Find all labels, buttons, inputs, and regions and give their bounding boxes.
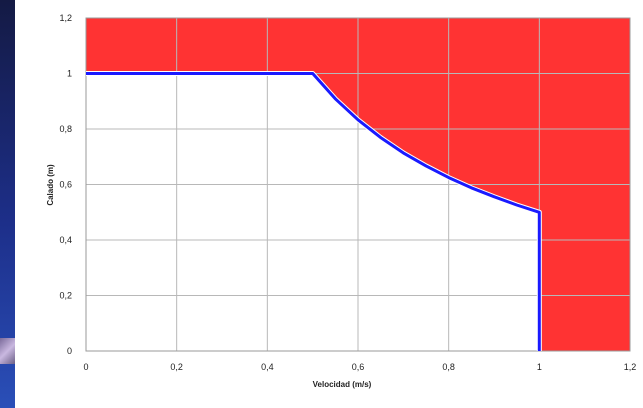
y-tick-label: 0,4 <box>59 235 72 245</box>
y-axis-ticks: 0 0,2 0,4 0,6 0,8 1 1,2 <box>59 13 72 356</box>
x-tick-label: 0,6 <box>352 362 365 372</box>
y-tick-label: 0,2 <box>59 291 72 301</box>
safe-zone-layer <box>86 73 540 351</box>
velocity-depth-chart: 0 0,2 0,4 0,6 0,8 1 1,2 0 0,2 0,4 0,6 0,8 1 1,2 Velo… <box>46 13 636 389</box>
chart-panel: 0 0,2 0,4 0,6 0,8 1 1,2 0 0,2 0,4 0,6 0,8 1 1,2 Velo… <box>15 0 643 408</box>
x-tick-label: 0 <box>83 362 88 372</box>
boundary-line <box>86 72 541 351</box>
x-tick-label: 0,8 <box>442 362 455 372</box>
y-tick-label: 1,2 <box>59 13 72 23</box>
x-tick-label: 1,2 <box>624 362 637 372</box>
y-tick-label: 1 <box>67 69 72 79</box>
y-tick-label: 0,8 <box>59 124 72 134</box>
y-tick-label: 0,6 <box>59 180 72 190</box>
plot-frame <box>85 17 631 352</box>
slide-left-border <box>0 0 15 408</box>
x-tick-label: 0,4 <box>261 362 274 372</box>
x-axis-ticks: 0 0,2 0,4 0,6 0,8 1 1,2 <box>83 362 636 372</box>
boundary-line-layer <box>86 71 542 351</box>
slide-thumbnail-image <box>0 338 15 364</box>
x-tick-label: 1 <box>537 362 542 372</box>
x-axis-title: Velocidad (m/s) <box>313 380 372 389</box>
safe-zone-area <box>86 73 540 351</box>
y-axis-title: Calado (m) <box>46 164 55 206</box>
x-tick-label: 0,2 <box>170 362 183 372</box>
y-tick-label: 0 <box>67 346 72 356</box>
